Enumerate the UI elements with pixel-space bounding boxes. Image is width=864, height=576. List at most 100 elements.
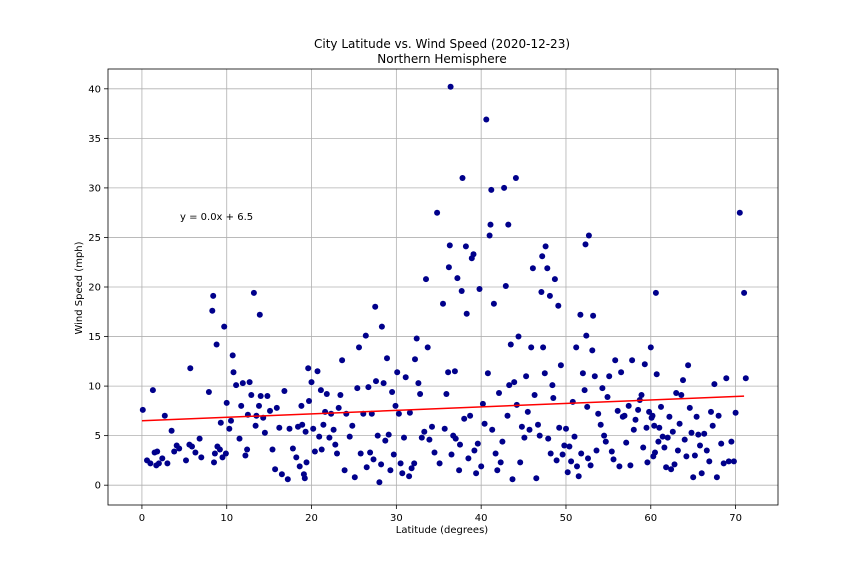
data-point	[183, 457, 189, 464]
data-point	[296, 463, 303, 470]
regression-equation: y = 0.0x + 6.5	[180, 212, 253, 223]
y-tick-label: 10	[88, 382, 101, 393]
data-point	[401, 434, 407, 441]
data-point	[621, 412, 628, 419]
data-point	[458, 288, 465, 294]
data-point	[728, 438, 735, 445]
data-point	[441, 425, 448, 432]
data-point	[529, 265, 536, 272]
data-point	[389, 389, 396, 395]
data-point	[544, 265, 551, 272]
data-point	[563, 425, 569, 432]
data-point	[448, 451, 455, 458]
data-point	[376, 479, 383, 486]
data-point	[239, 380, 246, 387]
data-point	[502, 283, 509, 289]
data-point	[584, 403, 591, 410]
data-point	[349, 422, 356, 429]
y-tick-label: 35	[88, 134, 101, 145]
data-point	[198, 454, 205, 461]
data-point	[462, 243, 469, 250]
data-point	[209, 307, 216, 314]
data-point	[601, 432, 608, 439]
data-point	[515, 333, 522, 340]
data-point	[564, 469, 571, 476]
data-point	[736, 209, 743, 216]
data-point	[374, 432, 381, 439]
data-point	[452, 435, 459, 442]
data-point	[418, 434, 425, 441]
data-point	[233, 382, 240, 389]
data-point	[587, 462, 594, 469]
data-point	[222, 450, 229, 457]
grid-lines	[108, 69, 778, 505]
data-point	[656, 424, 663, 431]
data-point	[205, 389, 212, 395]
data-point	[571, 433, 578, 440]
data-point	[390, 451, 397, 458]
data-point	[264, 393, 271, 399]
data-point	[384, 355, 390, 362]
data-point	[720, 460, 727, 467]
data-point	[517, 459, 524, 466]
data-point	[713, 474, 720, 481]
data-point	[496, 390, 502, 396]
data-point	[591, 373, 598, 380]
data-point	[226, 425, 233, 432]
data-point	[661, 444, 668, 451]
y-axis-label: Wind Speed (mph)	[74, 241, 85, 334]
chart-subtitle: Northern Hemisphere	[377, 52, 506, 66]
data-point	[210, 292, 217, 299]
data-point	[635, 406, 642, 413]
data-point	[732, 409, 739, 416]
data-point	[604, 394, 611, 400]
data-point	[443, 391, 450, 397]
data-point	[380, 380, 387, 387]
data-point	[723, 375, 730, 382]
data-point	[730, 458, 737, 465]
data-point	[445, 264, 452, 271]
x-tick-label: 0	[139, 513, 145, 524]
data-point	[614, 407, 621, 414]
data-point	[479, 400, 486, 407]
data-point	[741, 289, 748, 296]
data-point	[492, 450, 499, 457]
data-point	[301, 475, 308, 482]
data-point	[518, 423, 525, 430]
data-point	[585, 455, 591, 462]
data-point	[566, 443, 573, 450]
data-point	[490, 300, 497, 307]
data-point	[318, 446, 325, 453]
data-point	[440, 300, 446, 307]
data-point	[666, 413, 673, 420]
data-point	[575, 473, 582, 480]
data-point	[176, 445, 183, 452]
data-point	[415, 380, 422, 387]
data-point	[368, 410, 375, 417]
data-point	[168, 427, 175, 434]
data-point	[509, 476, 516, 483]
data-point	[417, 391, 424, 397]
data-point	[447, 83, 454, 90]
data-point	[691, 452, 698, 459]
data-point	[658, 403, 664, 410]
data-point	[236, 435, 243, 442]
data-point	[540, 344, 547, 351]
data-point	[555, 302, 562, 309]
data-point	[164, 460, 171, 467]
data-point	[387, 467, 394, 474]
data-point	[671, 461, 678, 468]
data-point	[557, 362, 564, 369]
data-point	[334, 450, 340, 457]
data-point	[278, 471, 285, 478]
data-point	[335, 404, 342, 411]
data-point	[397, 460, 404, 467]
data-point	[549, 382, 556, 389]
data-point	[701, 430, 708, 437]
data-point	[690, 474, 697, 481]
data-point	[451, 368, 458, 375]
data-point	[742, 375, 749, 382]
data-point	[577, 311, 584, 318]
data-point	[147, 460, 154, 467]
